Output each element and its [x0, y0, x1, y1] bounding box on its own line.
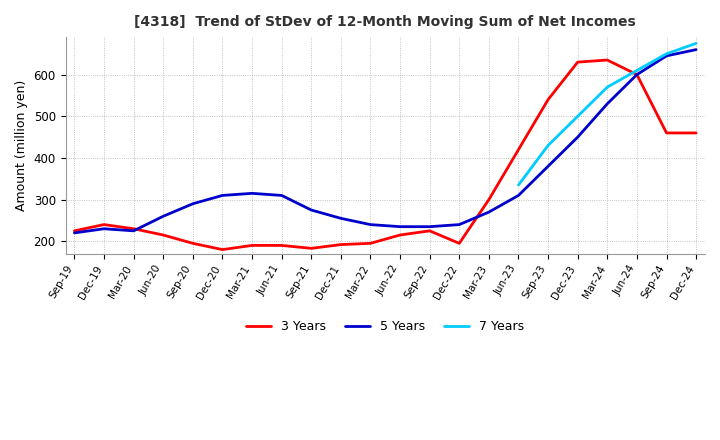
5 Years	[159, 213, 168, 219]
3 Years	[336, 242, 345, 247]
Y-axis label: Amount (million yen): Amount (million yen)	[15, 80, 28, 211]
Title: [4318]  Trend of StDev of 12-Month Moving Sum of Net Incomes: [4318] Trend of StDev of 12-Month Moving…	[135, 15, 636, 29]
3 Years	[396, 232, 405, 238]
3 Years	[514, 147, 523, 152]
7 Years	[573, 114, 582, 119]
7 Years	[633, 68, 642, 73]
7 Years	[514, 182, 523, 187]
3 Years	[633, 72, 642, 77]
3 Years	[248, 243, 256, 248]
5 Years	[633, 72, 642, 77]
3 Years	[277, 243, 286, 248]
5 Years	[573, 135, 582, 140]
3 Years	[130, 226, 138, 231]
3 Years	[159, 232, 168, 238]
Line: 5 Years: 5 Years	[74, 50, 696, 233]
Line: 7 Years: 7 Years	[518, 44, 696, 185]
3 Years	[426, 228, 434, 234]
3 Years	[189, 241, 197, 246]
5 Years	[603, 101, 611, 106]
5 Years	[544, 164, 552, 169]
5 Years	[485, 209, 493, 215]
3 Years	[99, 222, 108, 227]
5 Years	[218, 193, 227, 198]
Line: 3 Years: 3 Years	[74, 60, 696, 249]
Legend: 3 Years, 5 Years, 7 Years: 3 Years, 5 Years, 7 Years	[241, 315, 529, 338]
5 Years	[307, 207, 315, 213]
5 Years	[396, 224, 405, 229]
3 Years	[544, 97, 552, 102]
3 Years	[218, 247, 227, 252]
3 Years	[366, 241, 375, 246]
5 Years	[426, 224, 434, 229]
5 Years	[189, 201, 197, 206]
3 Years	[307, 246, 315, 251]
5 Years	[692, 47, 701, 52]
5 Years	[70, 230, 78, 235]
7 Years	[662, 51, 671, 56]
3 Years	[573, 59, 582, 65]
5 Years	[662, 53, 671, 59]
5 Years	[336, 216, 345, 221]
5 Years	[130, 228, 138, 234]
5 Years	[514, 193, 523, 198]
7 Years	[544, 143, 552, 148]
7 Years	[692, 41, 701, 46]
5 Years	[99, 226, 108, 231]
5 Years	[366, 222, 375, 227]
3 Years	[70, 228, 78, 234]
5 Years	[248, 191, 256, 196]
3 Years	[692, 130, 701, 136]
3 Years	[485, 197, 493, 202]
3 Years	[662, 130, 671, 136]
5 Years	[277, 193, 286, 198]
7 Years	[603, 84, 611, 90]
3 Years	[455, 241, 464, 246]
5 Years	[455, 222, 464, 227]
3 Years	[603, 57, 611, 62]
